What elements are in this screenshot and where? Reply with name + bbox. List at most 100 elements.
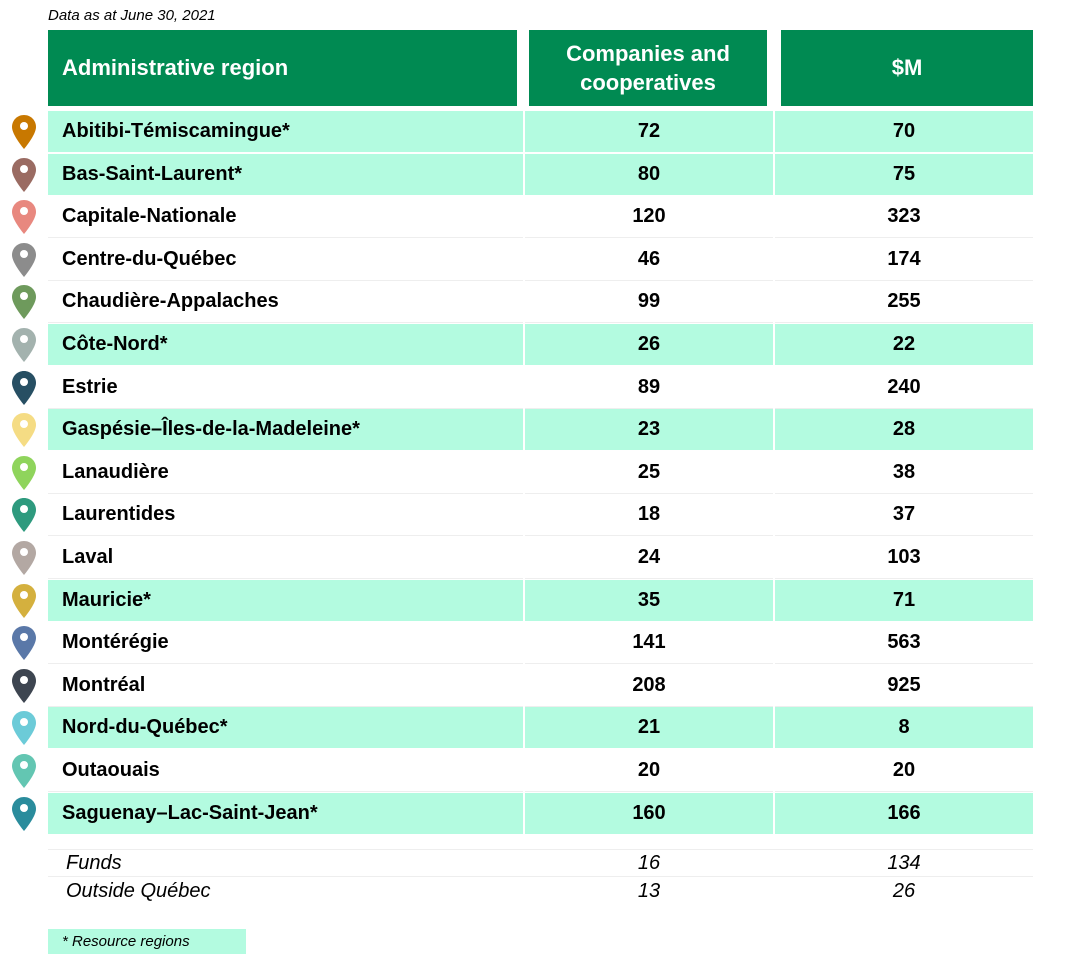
region-name: Centre-du-Québec (48, 239, 523, 281)
companies-count: 18 (525, 494, 773, 536)
region-name: Côte-Nord* (48, 324, 523, 366)
amount-millions: 323 (775, 196, 1033, 238)
amount-millions: 8 (775, 707, 1033, 749)
region-name: Bas-Saint-Laurent* (48, 154, 523, 196)
map-pin-icon (12, 158, 36, 192)
table-row: Saguenay–Lac-Saint-Jean* 160 166 (0, 793, 1082, 835)
companies-count: 141 (525, 622, 773, 664)
table-row: Centre-du-Québec 46 174 (0, 239, 1082, 281)
amount-millions: 166 (775, 793, 1033, 835)
amount-millions: 563 (775, 622, 1033, 664)
region-name: Nord-du-Québec* (48, 707, 523, 749)
table-row: Estrie 89 240 (0, 367, 1082, 409)
footer-amount: 26 (892, 879, 916, 902)
region-name: Abitibi-Témiscamingue* (48, 111, 523, 153)
header-amount: $M (781, 30, 1033, 106)
header-companies: Companies and cooperatives (529, 30, 767, 106)
map-pin-icon (12, 456, 36, 490)
region-name: Capitale-Nationale (48, 196, 523, 238)
table-row: Montérégie 141 563 (0, 622, 1082, 664)
amount-millions: 38 (775, 452, 1033, 494)
footer-amount: 134 (887, 851, 921, 874)
amount-millions: 20 (775, 750, 1033, 792)
map-pin-icon (12, 626, 36, 660)
map-pin-icon (12, 711, 36, 745)
region-name: Laurentides (48, 494, 523, 536)
resource-regions-legend: * Resource regions (48, 929, 246, 954)
footer-row: Funds 16 134 (0, 849, 1082, 877)
amount-millions: 37 (775, 494, 1033, 536)
amount-millions: 22 (775, 324, 1033, 366)
companies-count: 24 (525, 537, 773, 579)
map-pin-icon (12, 243, 36, 277)
footer-label: Funds (66, 851, 122, 874)
table-row: Côte-Nord* 26 22 (0, 324, 1082, 366)
companies-count: 35 (525, 580, 773, 622)
companies-count: 46 (525, 239, 773, 281)
row-divider (48, 849, 1033, 850)
table-row: Outaouais 20 20 (0, 750, 1082, 792)
region-name: Lanaudière (48, 452, 523, 494)
companies-count: 72 (525, 111, 773, 153)
map-pin-icon (12, 669, 36, 703)
table-row: Laurentides 18 37 (0, 494, 1082, 536)
map-pin-icon (12, 328, 36, 362)
companies-count: 160 (525, 793, 773, 835)
map-pin-icon (12, 371, 36, 405)
table-row: Montréal 208 925 (0, 665, 1082, 707)
region-name: Montérégie (48, 622, 523, 664)
companies-count: 99 (525, 281, 773, 323)
map-pin-icon (12, 754, 36, 788)
table-row: Nord-du-Québec* 21 8 (0, 707, 1082, 749)
companies-count: 25 (525, 452, 773, 494)
footer-row: Outside Québec 13 26 (0, 877, 1082, 905)
amount-millions: 240 (775, 367, 1033, 409)
table-row: Mauricie* 35 71 (0, 580, 1082, 622)
map-pin-icon (12, 285, 36, 319)
amount-millions: 28 (775, 409, 1033, 451)
table-row: Lanaudière 25 38 (0, 452, 1082, 494)
amount-millions: 103 (775, 537, 1033, 579)
footer-label: Outside Québec (66, 879, 211, 902)
table-row: Bas-Saint-Laurent* 80 75 (0, 154, 1082, 196)
region-name: Saguenay–Lac-Saint-Jean* (48, 793, 523, 835)
companies-count: 208 (525, 665, 773, 707)
table-row: Gaspésie–Îles-de-la-Madeleine* 23 28 (0, 409, 1082, 451)
map-pin-icon (12, 541, 36, 575)
map-pin-icon (12, 200, 36, 234)
map-pin-icon (12, 498, 36, 532)
amount-millions: 75 (775, 154, 1033, 196)
row-divider (48, 876, 1033, 877)
footer-companies: 16 (637, 851, 661, 874)
companies-count: 80 (525, 154, 773, 196)
table-row: Capitale-Nationale 120 323 (0, 196, 1082, 238)
region-name: Gaspésie–Îles-de-la-Madeleine* (48, 409, 523, 451)
map-pin-icon (12, 584, 36, 618)
companies-count: 26 (525, 324, 773, 366)
table-row: Laval 24 103 (0, 537, 1082, 579)
data-date-note: Data as at June 30, 2021 (48, 7, 216, 24)
map-pin-icon (12, 413, 36, 447)
header-region: Administrative region (48, 30, 517, 106)
amount-millions: 925 (775, 665, 1033, 707)
amount-millions: 174 (775, 239, 1033, 281)
region-name: Outaouais (48, 750, 523, 792)
region-name: Mauricie* (48, 580, 523, 622)
amount-millions: 71 (775, 580, 1033, 622)
companies-count: 23 (525, 409, 773, 451)
companies-count: 20 (525, 750, 773, 792)
table-row: Abitibi-Témiscamingue* 72 70 (0, 111, 1082, 153)
region-name: Montréal (48, 665, 523, 707)
companies-count: 89 (525, 367, 773, 409)
map-pin-icon (12, 797, 36, 831)
map-pin-icon (12, 115, 36, 149)
companies-count: 120 (525, 196, 773, 238)
table-row: Chaudière-Appalaches 99 255 (0, 281, 1082, 323)
amount-millions: 255 (775, 281, 1033, 323)
region-name: Estrie (48, 367, 523, 409)
footer-companies: 13 (637, 879, 661, 902)
region-name: Laval (48, 537, 523, 579)
companies-count: 21 (525, 707, 773, 749)
region-name: Chaudière-Appalaches (48, 281, 523, 323)
amount-millions: 70 (775, 111, 1033, 153)
